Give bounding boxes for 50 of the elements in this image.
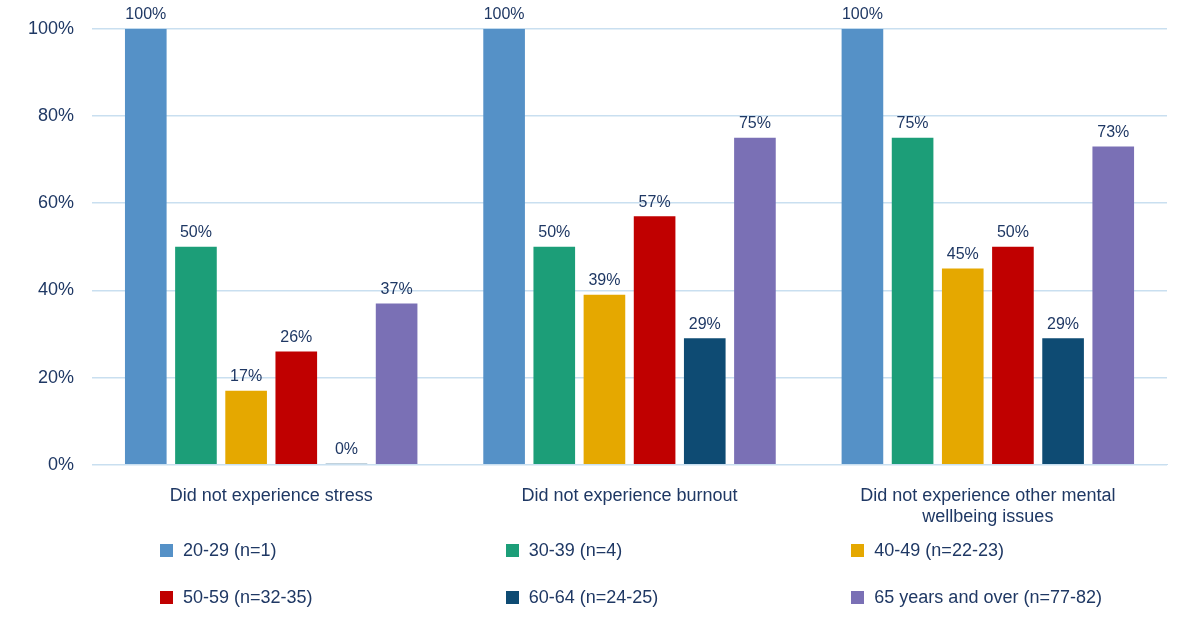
bar [583, 294, 626, 465]
bar [941, 268, 984, 465]
data-label: 100% [841, 5, 883, 23]
data-label: 75% [896, 114, 929, 132]
bar [891, 137, 934, 465]
data-label: 57% [638, 192, 671, 210]
data-label: 0% [334, 440, 359, 458]
bar [275, 351, 318, 465]
bar [841, 28, 884, 465]
data-label: 50% [996, 223, 1029, 241]
data-label: 39% [588, 271, 621, 289]
data-label: 100% [125, 5, 167, 23]
y-tick-label: 0% [48, 453, 75, 474]
bar [175, 246, 217, 465]
x-tick-label: Did not experience burnout [521, 484, 738, 505]
legend-label: 50-59 (n=32-35) [183, 587, 313, 608]
y-tick-label: 80% [38, 104, 75, 125]
legend-label: 30-39 (n=4) [528, 540, 623, 561]
data-label: 73% [1097, 122, 1130, 140]
bar [734, 137, 776, 465]
data-label: 100% [483, 5, 525, 23]
bar [683, 338, 726, 465]
bar [225, 390, 267, 465]
data-label: 50% [538, 223, 571, 241]
data-label: 75% [738, 114, 771, 132]
bar [483, 28, 525, 465]
x-tick-label: Did not experience other mental wellbeing issues [860, 484, 1116, 527]
bar [1092, 146, 1135, 465]
y-tick-label: 100% [27, 17, 75, 38]
legend-label: 20-29 (n=1) [183, 540, 277, 561]
legend-label: 40-49 (n=22-23) [874, 540, 1004, 561]
data-label: 29% [688, 314, 721, 332]
bar [124, 28, 167, 465]
legend-label: 65 years and over (n=77-82) [874, 587, 1102, 608]
data-label: 50% [179, 223, 212, 241]
x-tick-label: Did not experience stress [169, 484, 373, 505]
data-label: 29% [1047, 314, 1080, 332]
data-label: 37% [380, 279, 413, 297]
bar [992, 246, 1034, 465]
bar [1042, 338, 1084, 465]
data-label: 17% [230, 367, 263, 385]
y-tick-label: 60% [38, 192, 75, 213]
y-tick-label: 40% [38, 279, 75, 300]
y-tick-label: 20% [38, 366, 75, 387]
bar [633, 216, 676, 465]
legend-label: 60-64 (n=24-25) [528, 587, 659, 608]
data-label: 26% [280, 327, 313, 345]
bar [533, 246, 576, 465]
data-label: 45% [946, 245, 979, 263]
bar [375, 303, 418, 465]
